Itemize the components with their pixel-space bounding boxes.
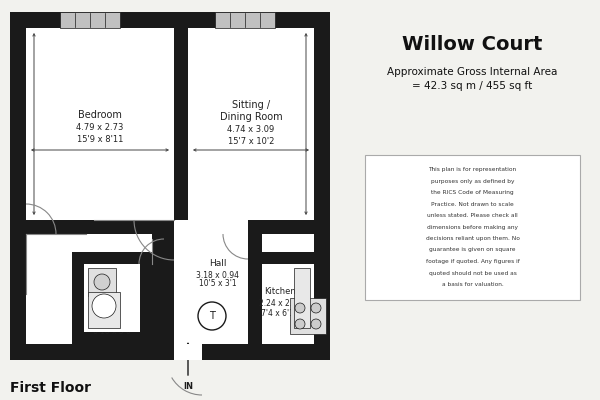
- Circle shape: [92, 294, 116, 318]
- Text: footage if quoted. Any figures if: footage if quoted. Any figures if: [425, 259, 520, 264]
- Bar: [174, 28, 188, 220]
- Circle shape: [295, 303, 305, 313]
- Bar: [262, 252, 314, 264]
- Text: Bedroom: Bedroom: [78, 110, 122, 120]
- Bar: [26, 220, 174, 234]
- Text: Practice. Not drawn to scale: Practice. Not drawn to scale: [431, 202, 514, 206]
- Bar: [26, 28, 314, 344]
- Bar: [84, 264, 140, 332]
- Text: Approximate Gross Internal Area: Approximate Gross Internal Area: [388, 67, 557, 77]
- Text: guarantee is given on square: guarantee is given on square: [429, 248, 516, 252]
- Text: unless stated. Please check all: unless stated. Please check all: [427, 213, 518, 218]
- Bar: [10, 12, 330, 360]
- Text: First Floor: First Floor: [10, 381, 91, 395]
- Text: 7'4 x 6'11: 7'4 x 6'11: [261, 310, 299, 318]
- Text: 15'7 x 10'2: 15'7 x 10'2: [228, 138, 274, 146]
- Circle shape: [198, 302, 226, 330]
- Text: 4.74 x 3.09: 4.74 x 3.09: [227, 126, 275, 134]
- Bar: [26, 220, 174, 234]
- Text: dimensions before making any: dimensions before making any: [427, 224, 518, 230]
- Bar: [248, 220, 314, 234]
- Text: 2.09 x 1.68: 2.09 x 1.68: [91, 318, 133, 328]
- Text: Sitting /: Sitting /: [232, 100, 270, 110]
- Circle shape: [94, 274, 110, 290]
- Bar: [88, 292, 120, 328]
- Text: quoted should not be used as: quoted should not be used as: [428, 270, 517, 276]
- Text: 4.79 x 2.73: 4.79 x 2.73: [76, 124, 124, 132]
- Bar: [365, 155, 580, 300]
- Text: Room: Room: [100, 308, 124, 318]
- Bar: [88, 268, 116, 296]
- Text: 3.18 x 0.94: 3.18 x 0.94: [197, 270, 239, 280]
- Text: This plan is for representation: This plan is for representation: [428, 167, 517, 172]
- Text: Dining Room: Dining Room: [220, 112, 283, 122]
- Bar: [174, 344, 202, 360]
- Text: the RICS Code of Measuring: the RICS Code of Measuring: [431, 190, 514, 195]
- Circle shape: [311, 303, 321, 313]
- Text: 10'5 x 3'1: 10'5 x 3'1: [199, 280, 237, 288]
- Bar: [26, 28, 174, 220]
- Text: = 42.3 sq m / 455 sq ft: = 42.3 sq m / 455 sq ft: [412, 81, 533, 91]
- Text: Shower: Shower: [97, 298, 128, 308]
- Text: decisions reliant upon them. No: decisions reliant upon them. No: [425, 236, 520, 241]
- Text: purposes only as defined by: purposes only as defined by: [431, 178, 514, 184]
- Circle shape: [311, 319, 321, 329]
- Text: a basis for valuation.: a basis for valuation.: [442, 282, 503, 287]
- Text: T: T: [209, 311, 215, 321]
- Text: Willow Court: Willow Court: [403, 36, 542, 54]
- Text: 2.24 x 2.12: 2.24 x 2.12: [259, 300, 301, 308]
- Text: Kitchen: Kitchen: [264, 288, 296, 296]
- Bar: [188, 234, 248, 344]
- Text: IN: IN: [183, 382, 193, 391]
- Bar: [26, 234, 72, 344]
- Bar: [248, 234, 262, 344]
- Bar: [60, 12, 120, 28]
- Bar: [188, 28, 314, 220]
- Bar: [72, 252, 152, 344]
- Bar: [290, 298, 326, 334]
- Bar: [294, 268, 310, 328]
- Bar: [215, 12, 275, 28]
- Text: 6'10 x 5'6: 6'10 x 5'6: [93, 328, 131, 336]
- Text: 15'9 x 8'11: 15'9 x 8'11: [77, 134, 123, 144]
- Circle shape: [295, 319, 305, 329]
- Text: Hall: Hall: [209, 260, 227, 268]
- Bar: [152, 234, 174, 344]
- Bar: [262, 234, 314, 344]
- Bar: [248, 220, 314, 234]
